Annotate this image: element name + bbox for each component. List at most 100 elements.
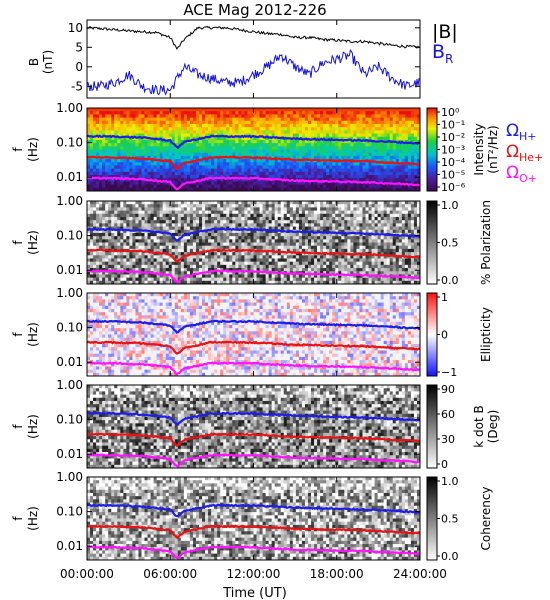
chart-title: ACE Mag 2012-226 (183, 1, 326, 19)
colorbar-tick-label: −1 (441, 366, 457, 379)
colorbar-kdotb (426, 384, 438, 469)
freq-axis-label-top: f (11, 240, 25, 245)
freq-tick-label: 0.01 (56, 355, 83, 369)
omega-o-plus-line (86, 453, 421, 468)
omega-he-plus-line (86, 340, 421, 355)
omega-he-plus-line (86, 248, 421, 263)
colorbar-label: Ellipticity (479, 307, 493, 362)
gyro-legend: ΩH+ ΩHe+ ΩO+ (506, 121, 543, 185)
freq-axis-label-bottom: (Hz) (26, 137, 40, 162)
colorbar-tick-label: 1 (441, 291, 448, 304)
freq-tick-label: 0.10 (56, 413, 83, 427)
colorbar-tick-label: 0.0 (441, 274, 459, 287)
colorbar-label-units: (nT²/Hz) (486, 125, 500, 173)
colorbar-tick-label: 0 (441, 329, 448, 342)
omega-he-plus-line (86, 524, 421, 540)
freq-axis-label-bottom: (Hz) (26, 506, 40, 531)
freq-tick-label: 0.01 (56, 539, 83, 553)
colorbar-tick-label: 0.5 (441, 237, 459, 250)
colorbar-tick-label: 10⁻⁴ (441, 156, 466, 169)
freq-tick-label: 0.10 (56, 229, 83, 243)
colorbar-label: Coherency (479, 486, 493, 550)
x-tick-label: 00:00:00 (60, 567, 114, 581)
field-ytick-label: 5 (75, 40, 83, 54)
legend-omega-h: ΩH+ (506, 121, 537, 143)
freq-tick-label: 1.00 (56, 194, 83, 208)
freq-tick-label: 1.00 (56, 378, 83, 392)
panel-coherency: 1.00 0.10 0.01 f (Hz) 1.0 0.5 0.0 Coherency (11, 470, 493, 563)
legend-omega-o: ΩO+ (506, 163, 537, 185)
colorbar-tick-label: 10⁻¹ (441, 119, 465, 132)
panel-kdotb: 1.00 0.10 0.01 f (Hz) 90 60 30 0 k dot B (Deg) (11, 378, 500, 471)
colorbar-tick-label: 10⁰ (441, 106, 460, 119)
x-tick-label: 12:00:00 (227, 567, 281, 581)
field-ytick-label: 10 (68, 21, 83, 35)
legend-br: BR (432, 41, 453, 66)
colorbar-tick-label: 30 (441, 433, 455, 446)
colorbar-tick-label: 0.5 (441, 513, 459, 526)
field-ytick-label: 0 (75, 60, 83, 74)
freq-axis-label-top: f (11, 424, 25, 429)
colorbar-tick-label: 10⁻⁶ (441, 181, 466, 194)
omega-h-plus-line (86, 227, 421, 242)
omega-o-plus-line (86, 545, 421, 560)
colorbar-label: Intensity (472, 123, 486, 175)
freq-tick-label: 0.10 (56, 321, 83, 335)
freq-axis-label-top: f (11, 147, 25, 152)
colorbar-tick-label: 1.0 (441, 199, 459, 212)
b-r-trace (86, 49, 421, 96)
colorbar-tick-label: 0 (441, 458, 448, 471)
legend-b-total: |B| (432, 21, 458, 43)
freq-tick-label: 0.10 (56, 505, 83, 519)
panel-ellipticity: 1.00 0.10 0.01 f (Hz) 1 0 −1 Ellipticity (11, 286, 493, 379)
freq-tick-label: 1.00 (56, 286, 83, 300)
freq-tick-label: 0.01 (56, 170, 83, 184)
x-tick-label: 06:00:00 (143, 567, 197, 581)
colorbar-tick-label: 60 (441, 408, 455, 421)
freq-tick-label: 0.01 (56, 447, 83, 461)
omega-h-plus-line (86, 411, 421, 427)
panel-polarization: 1.00 0.10 0.01 f (Hz) 1.0 0.5 0.0 % Polarization (11, 194, 493, 287)
freq-axis-label-top: f (11, 332, 25, 337)
omega-o-plus-line (87, 361, 421, 376)
field-ytick-label: -5 (71, 79, 83, 93)
colorbar-tick-label: 10⁻³ (441, 144, 465, 157)
x-axis-label: Time (UT) (222, 586, 287, 600)
colorbar-polarization (426, 200, 438, 285)
colorbar-coherency (426, 476, 438, 561)
colorbar-tick-label: 90 (441, 383, 455, 396)
colorbar-tick-label: 10⁻⁵ (441, 169, 465, 182)
field-ylabel-top: B (27, 58, 41, 66)
panel-intensity: 1.00 0.10 0.01 f (Hz) 10⁰10⁻¹10⁻²10⁻³10⁻⁴10⁻⁵… (11, 101, 500, 194)
freq-tick-label: 0.01 (56, 263, 83, 277)
colorbar-intensity (426, 107, 438, 192)
x-tick-label: 24:00:00 (393, 567, 447, 581)
omega-he-plus-line (86, 432, 421, 447)
colorbar-tick-label: 0.0 (441, 550, 459, 563)
omega-h-plus-line (86, 134, 421, 150)
freq-tick-label: 1.00 (56, 470, 83, 484)
freq-tick-label: 0.10 (56, 136, 83, 150)
colorbar-tick-label: 10⁻² (441, 131, 465, 144)
legend-omega-he: ΩHe+ (506, 142, 543, 164)
colorbar-tick-label: 1.0 (441, 475, 459, 488)
freq-axis-label-bottom: (Hz) (26, 414, 40, 439)
freq-axis-label-bottom: (Hz) (26, 230, 40, 255)
x-tick-label: 18:00:00 (310, 567, 364, 581)
omega-o-plus-line (86, 269, 421, 284)
b-total-trace (86, 25, 421, 50)
colorbar-label: % Polarization (479, 200, 493, 285)
omega-he-plus-line (86, 155, 421, 171)
colorbar-ellipticity (426, 292, 438, 377)
freq-tick-label: 1.00 (56, 101, 83, 115)
omega-h-plus-line (86, 503, 421, 518)
omega-o-plus-line (86, 176, 421, 191)
omega-h-plus-line (86, 319, 421, 334)
field-panel: 10 5 0 -5 B (nT) |B| BR (27, 19, 458, 99)
colorbar-label-units: (Deg) (486, 410, 500, 444)
field-ylabel-bottom: (nT) (41, 50, 55, 74)
freq-axis-label-top: f (11, 516, 25, 521)
colorbar-label: k dot B (472, 405, 486, 447)
freq-axis-label-bottom: (Hz) (26, 322, 40, 347)
